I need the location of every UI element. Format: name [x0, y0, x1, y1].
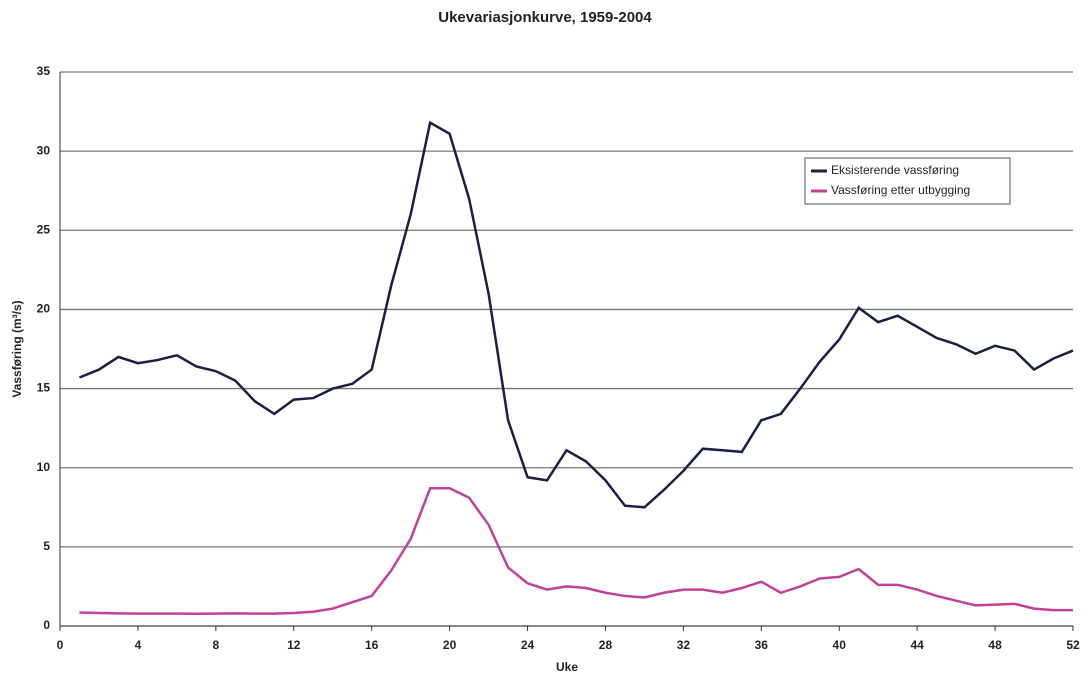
x-tick-label: 24 — [521, 638, 535, 652]
legend-label: Vassføring etter utbygging — [831, 183, 970, 197]
x-tick-label: 8 — [213, 638, 220, 652]
line-series — [79, 120, 1074, 509]
legend-label: Eksisterende vassføring — [831, 163, 959, 177]
line-series — [79, 487, 1073, 616]
chart-title: Ukevariasjonkurve, 1959-2004 — [438, 9, 652, 26]
y-tick-label: 15 — [37, 381, 51, 395]
x-axis-label: Uke — [556, 660, 578, 674]
x-tick-label: 48 — [988, 638, 1002, 652]
y-tick-label: 30 — [37, 143, 51, 157]
y-axis-label: Vassføring (m³/s) — [10, 300, 24, 397]
x-tick-label: 4 — [135, 638, 142, 652]
y-tick-label: 35 — [37, 64, 51, 78]
x-tick-label: 36 — [755, 638, 769, 652]
x-tick-label: 44 — [910, 638, 924, 652]
y-tick-label: 0 — [43, 618, 50, 632]
x-tick-label: 0 — [57, 638, 64, 652]
x-tick-label: 20 — [443, 638, 457, 652]
legend-box — [804, 157, 1011, 205]
x-tick-label: 12 — [287, 638, 301, 652]
x-tick-label: 32 — [677, 638, 691, 652]
y-tick-label: 5 — [43, 539, 50, 553]
x-tick-label: 16 — [365, 638, 379, 652]
y-tick-label: 10 — [37, 460, 51, 474]
x-tick-label: 52 — [1066, 638, 1080, 652]
x-tick-label: 28 — [599, 638, 613, 652]
y-tick-label: 25 — [37, 222, 51, 236]
y-tick-label: 20 — [37, 302, 51, 316]
x-tick-label: 40 — [833, 638, 847, 652]
